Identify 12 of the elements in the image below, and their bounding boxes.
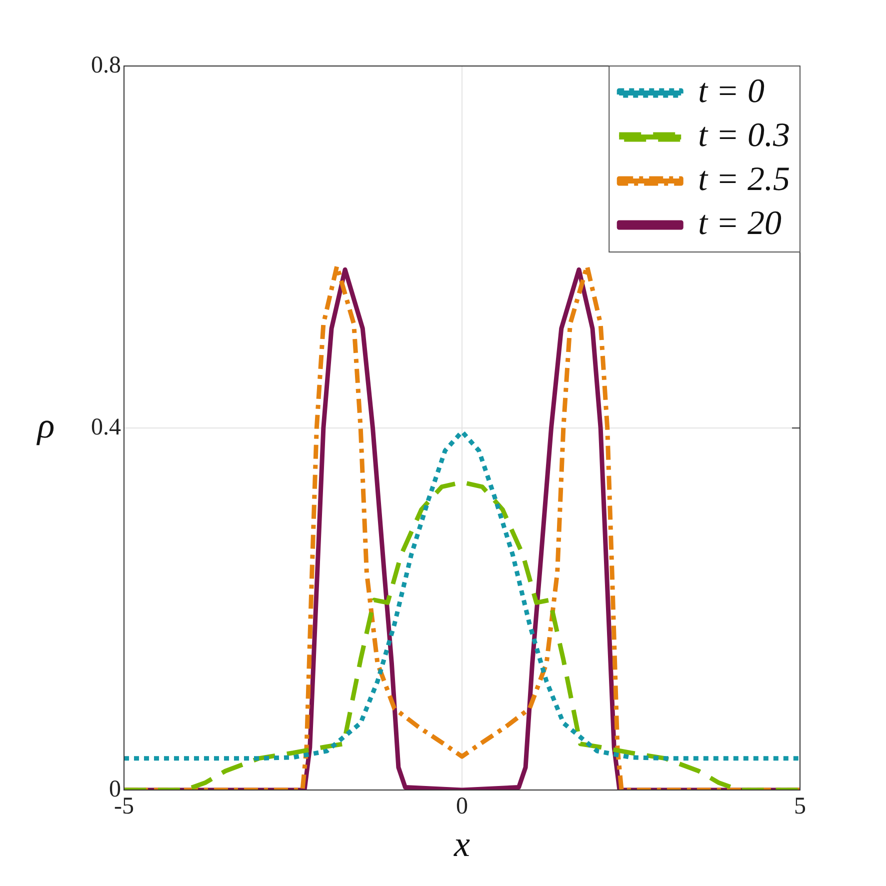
x-axis-title: x <box>453 824 470 864</box>
legend-label: t = 0 <box>698 72 764 110</box>
line-series <box>124 429 800 761</box>
y-axis-title: ρ <box>36 405 55 446</box>
legend-label: t = 0.3 <box>698 116 790 154</box>
legend-label: t = 2.5 <box>698 160 790 198</box>
x-tick-label: 5 <box>794 794 806 820</box>
y-tick-label: 0.4 <box>91 414 121 440</box>
x-tick-label: 0 <box>456 794 468 820</box>
line-series <box>124 480 800 790</box>
legend-label: t = 20 <box>698 204 782 242</box>
y-tick-label: 0.8 <box>91 52 121 78</box>
